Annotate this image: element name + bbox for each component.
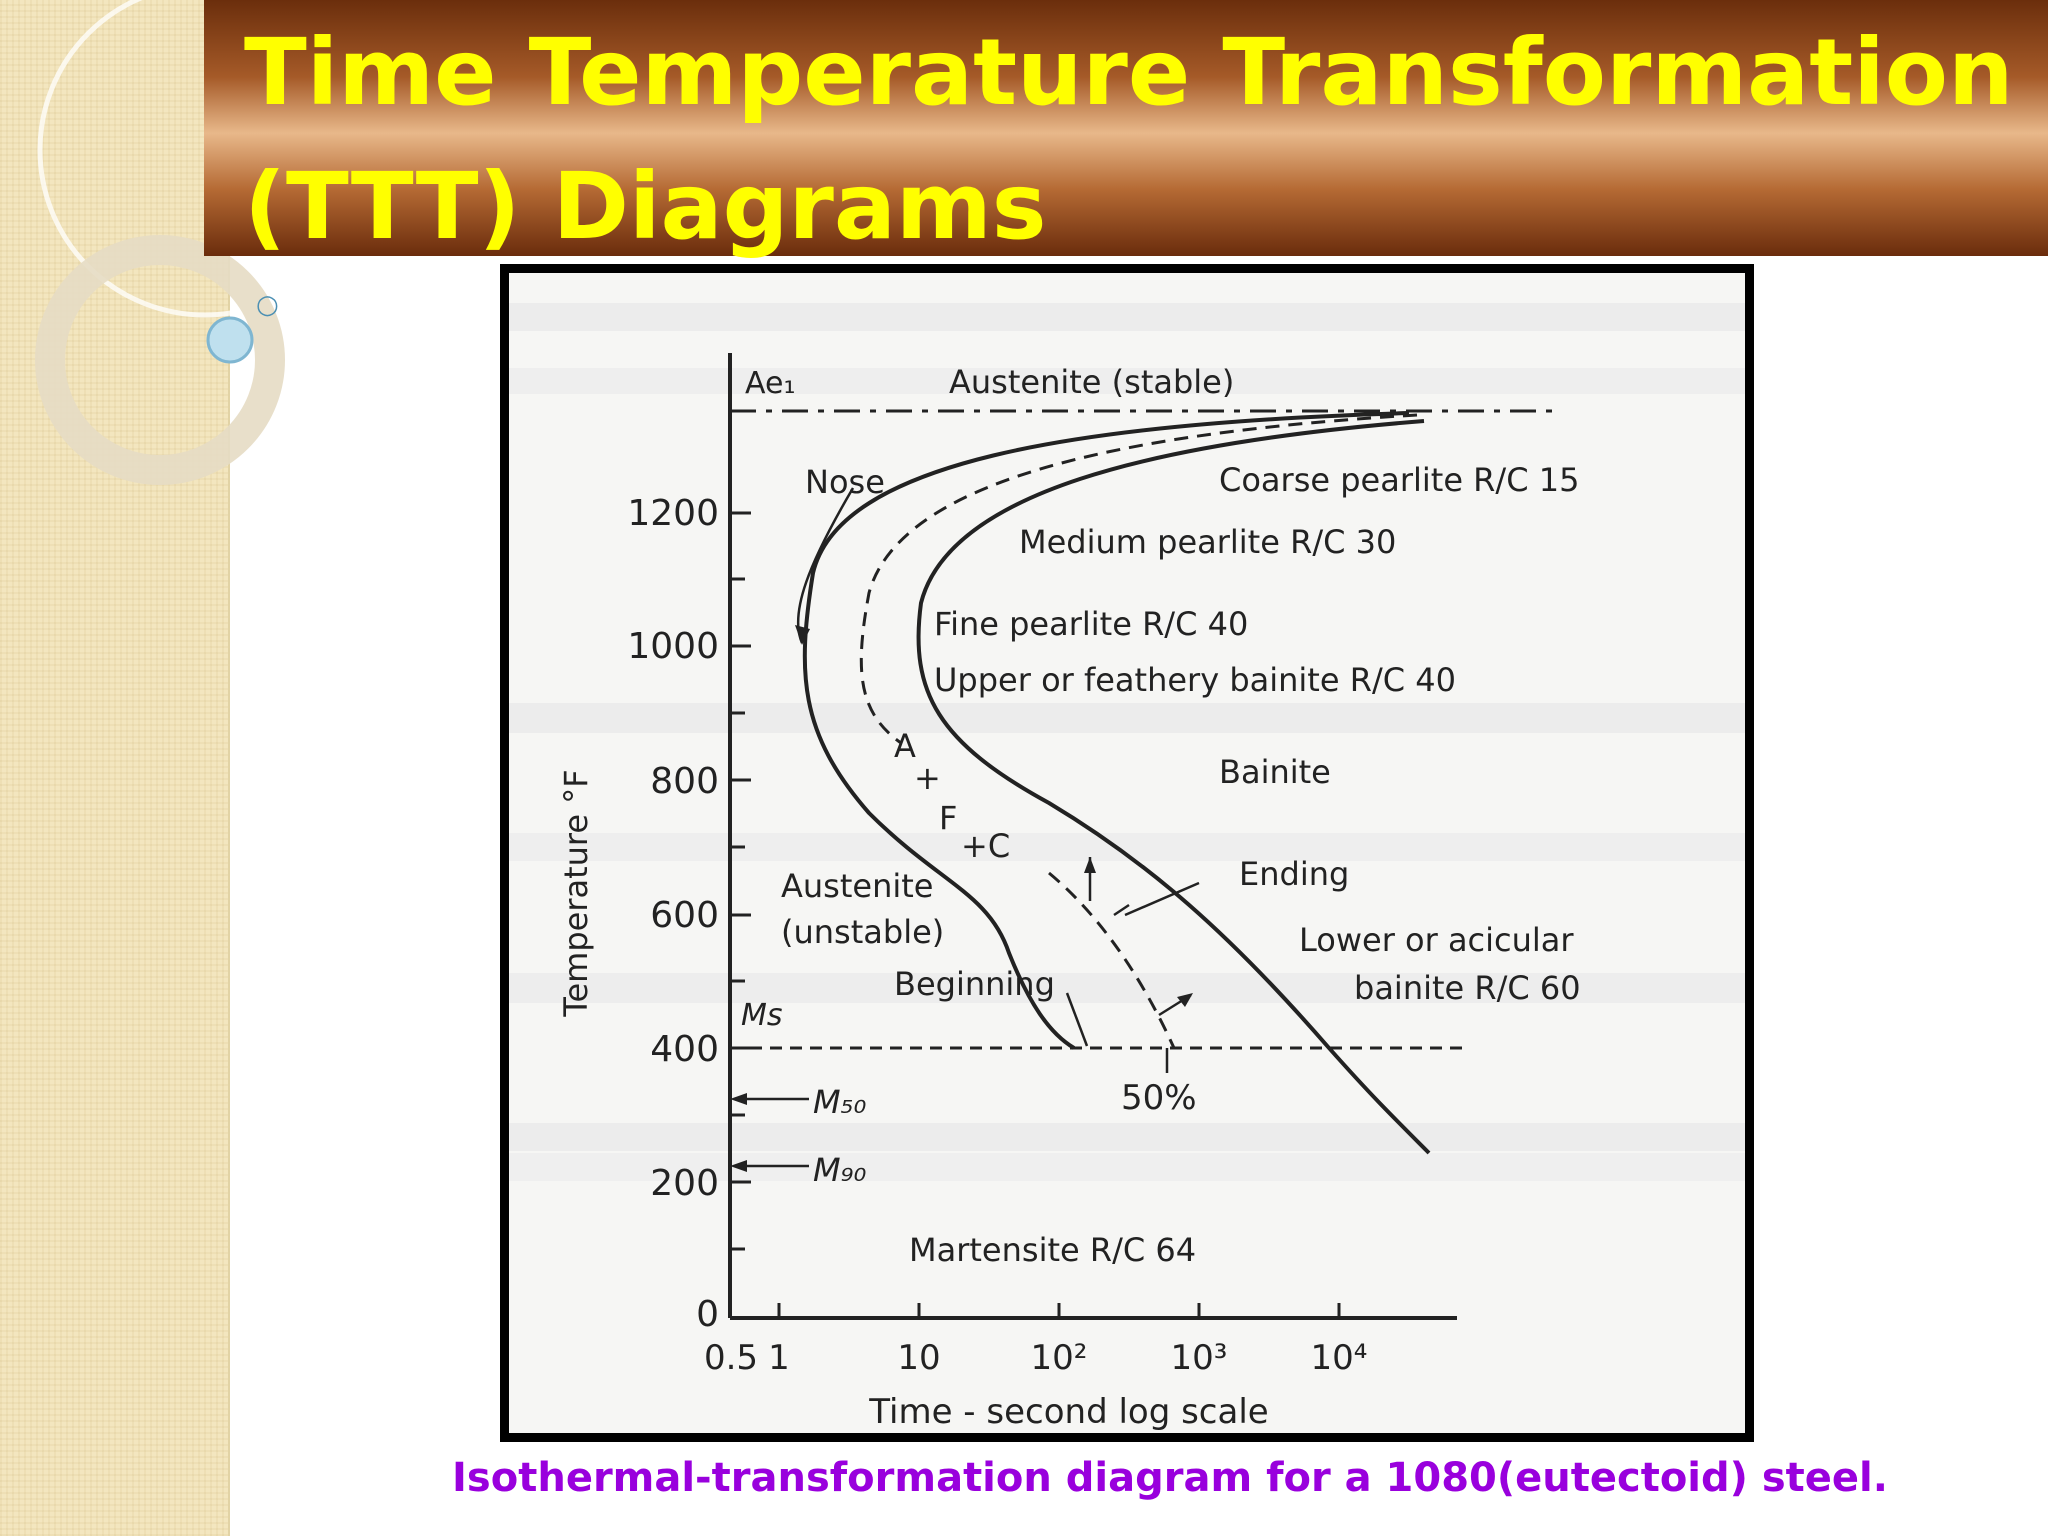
label-lower-bainite-2: bainite R/C 60: [1354, 969, 1581, 1007]
decorative-ring-medium: [35, 235, 285, 485]
x-tick-0-5: 0.5: [704, 1338, 758, 1378]
label-ms: Ms: [741, 998, 783, 1033]
x-tick-10000: 10⁴: [1311, 1338, 1368, 1378]
y-tick-0: 0: [696, 1294, 719, 1335]
label-bainite: Bainite: [1219, 753, 1331, 791]
label-m90: M₉₀: [813, 1151, 866, 1189]
x-tick-marks: [777, 1303, 1341, 1318]
label-f: F: [939, 799, 957, 837]
x-tick-1: 1: [768, 1338, 790, 1378]
x-tick-10: 10: [897, 1338, 940, 1378]
background-texture: [509, 303, 1745, 1181]
leader-lines: [796, 487, 1200, 1047]
x-tick-1000: 10³: [1171, 1338, 1228, 1378]
title-bar: [204, 0, 2048, 256]
label-coarse-pearlite: Coarse pearlite R/C 15: [1219, 461, 1579, 499]
label-austenite-unstable-2: (unstable): [781, 913, 944, 951]
label-a: A: [894, 727, 916, 765]
label-m50: M₅₀: [813, 1083, 866, 1121]
decorative-ring-large: [37, 0, 300, 318]
ending-curve: [916, 419, 1431, 1155]
y-tick-1200: 1200: [627, 493, 719, 534]
decorative-bubble: [206, 316, 254, 364]
y-tick-600: 600: [650, 895, 719, 936]
label-nose: Nose: [805, 463, 885, 501]
figure-caption: Isothermal-transformation diagram for a …: [452, 1455, 1888, 1501]
label-fifty-percent: 50%: [1121, 1078, 1197, 1118]
ttt-diagram: 1200 1000 800 600 400 200 0 0.5 1 10 10²…: [509, 303, 1745, 1432]
label-martensite: Martensite R/C 64: [909, 1231, 1196, 1269]
label-ae1: Ae₁: [745, 366, 795, 401]
x-axis-label: Time - second log scale: [868, 1392, 1268, 1432]
label-lower-bainite-1: Lower or acicular: [1299, 921, 1574, 959]
bullet-marker: ○: [256, 290, 279, 320]
beginning-curve: [802, 411, 1410, 1050]
slide-title: Time Temperature Transformation (TTT) Di…: [244, 19, 2014, 260]
decorative-rings: [35, 0, 300, 485]
y-tick-800: 800: [650, 761, 719, 802]
y-tick-1000: 1000: [627, 626, 719, 667]
arrowheads: [730, 625, 1193, 1172]
label-austenite-unstable-1: Austenite: [781, 867, 933, 905]
label-upper-bainite: Upper or feathery bainite R/C 40: [934, 661, 1456, 699]
label-austenite-stable: Austenite (stable): [949, 363, 1234, 401]
y-axis-label: Temperature °F: [557, 769, 595, 1017]
y-tick-400: 400: [650, 1029, 719, 1070]
label-beginning: Beginning: [894, 965, 1055, 1003]
x-tick-100: 10²: [1031, 1338, 1088, 1378]
fifty-percent-curve-lower: [1048, 871, 1176, 1049]
ttt-diagram-figure: 1200 1000 800 600 400 200 0 0.5 1 10 10²…: [500, 264, 1754, 1442]
label-fine-pearlite: Fine pearlite R/C 40: [934, 605, 1248, 643]
label-plus: +: [914, 759, 941, 797]
fifty-percent-curve: [859, 413, 1418, 745]
label-plus-c: +C: [961, 827, 1010, 865]
y-tick-200: 200: [650, 1163, 719, 1204]
label-medium-pearlite: Medium pearlite R/C 30: [1019, 523, 1396, 561]
label-ending: Ending: [1239, 855, 1349, 893]
